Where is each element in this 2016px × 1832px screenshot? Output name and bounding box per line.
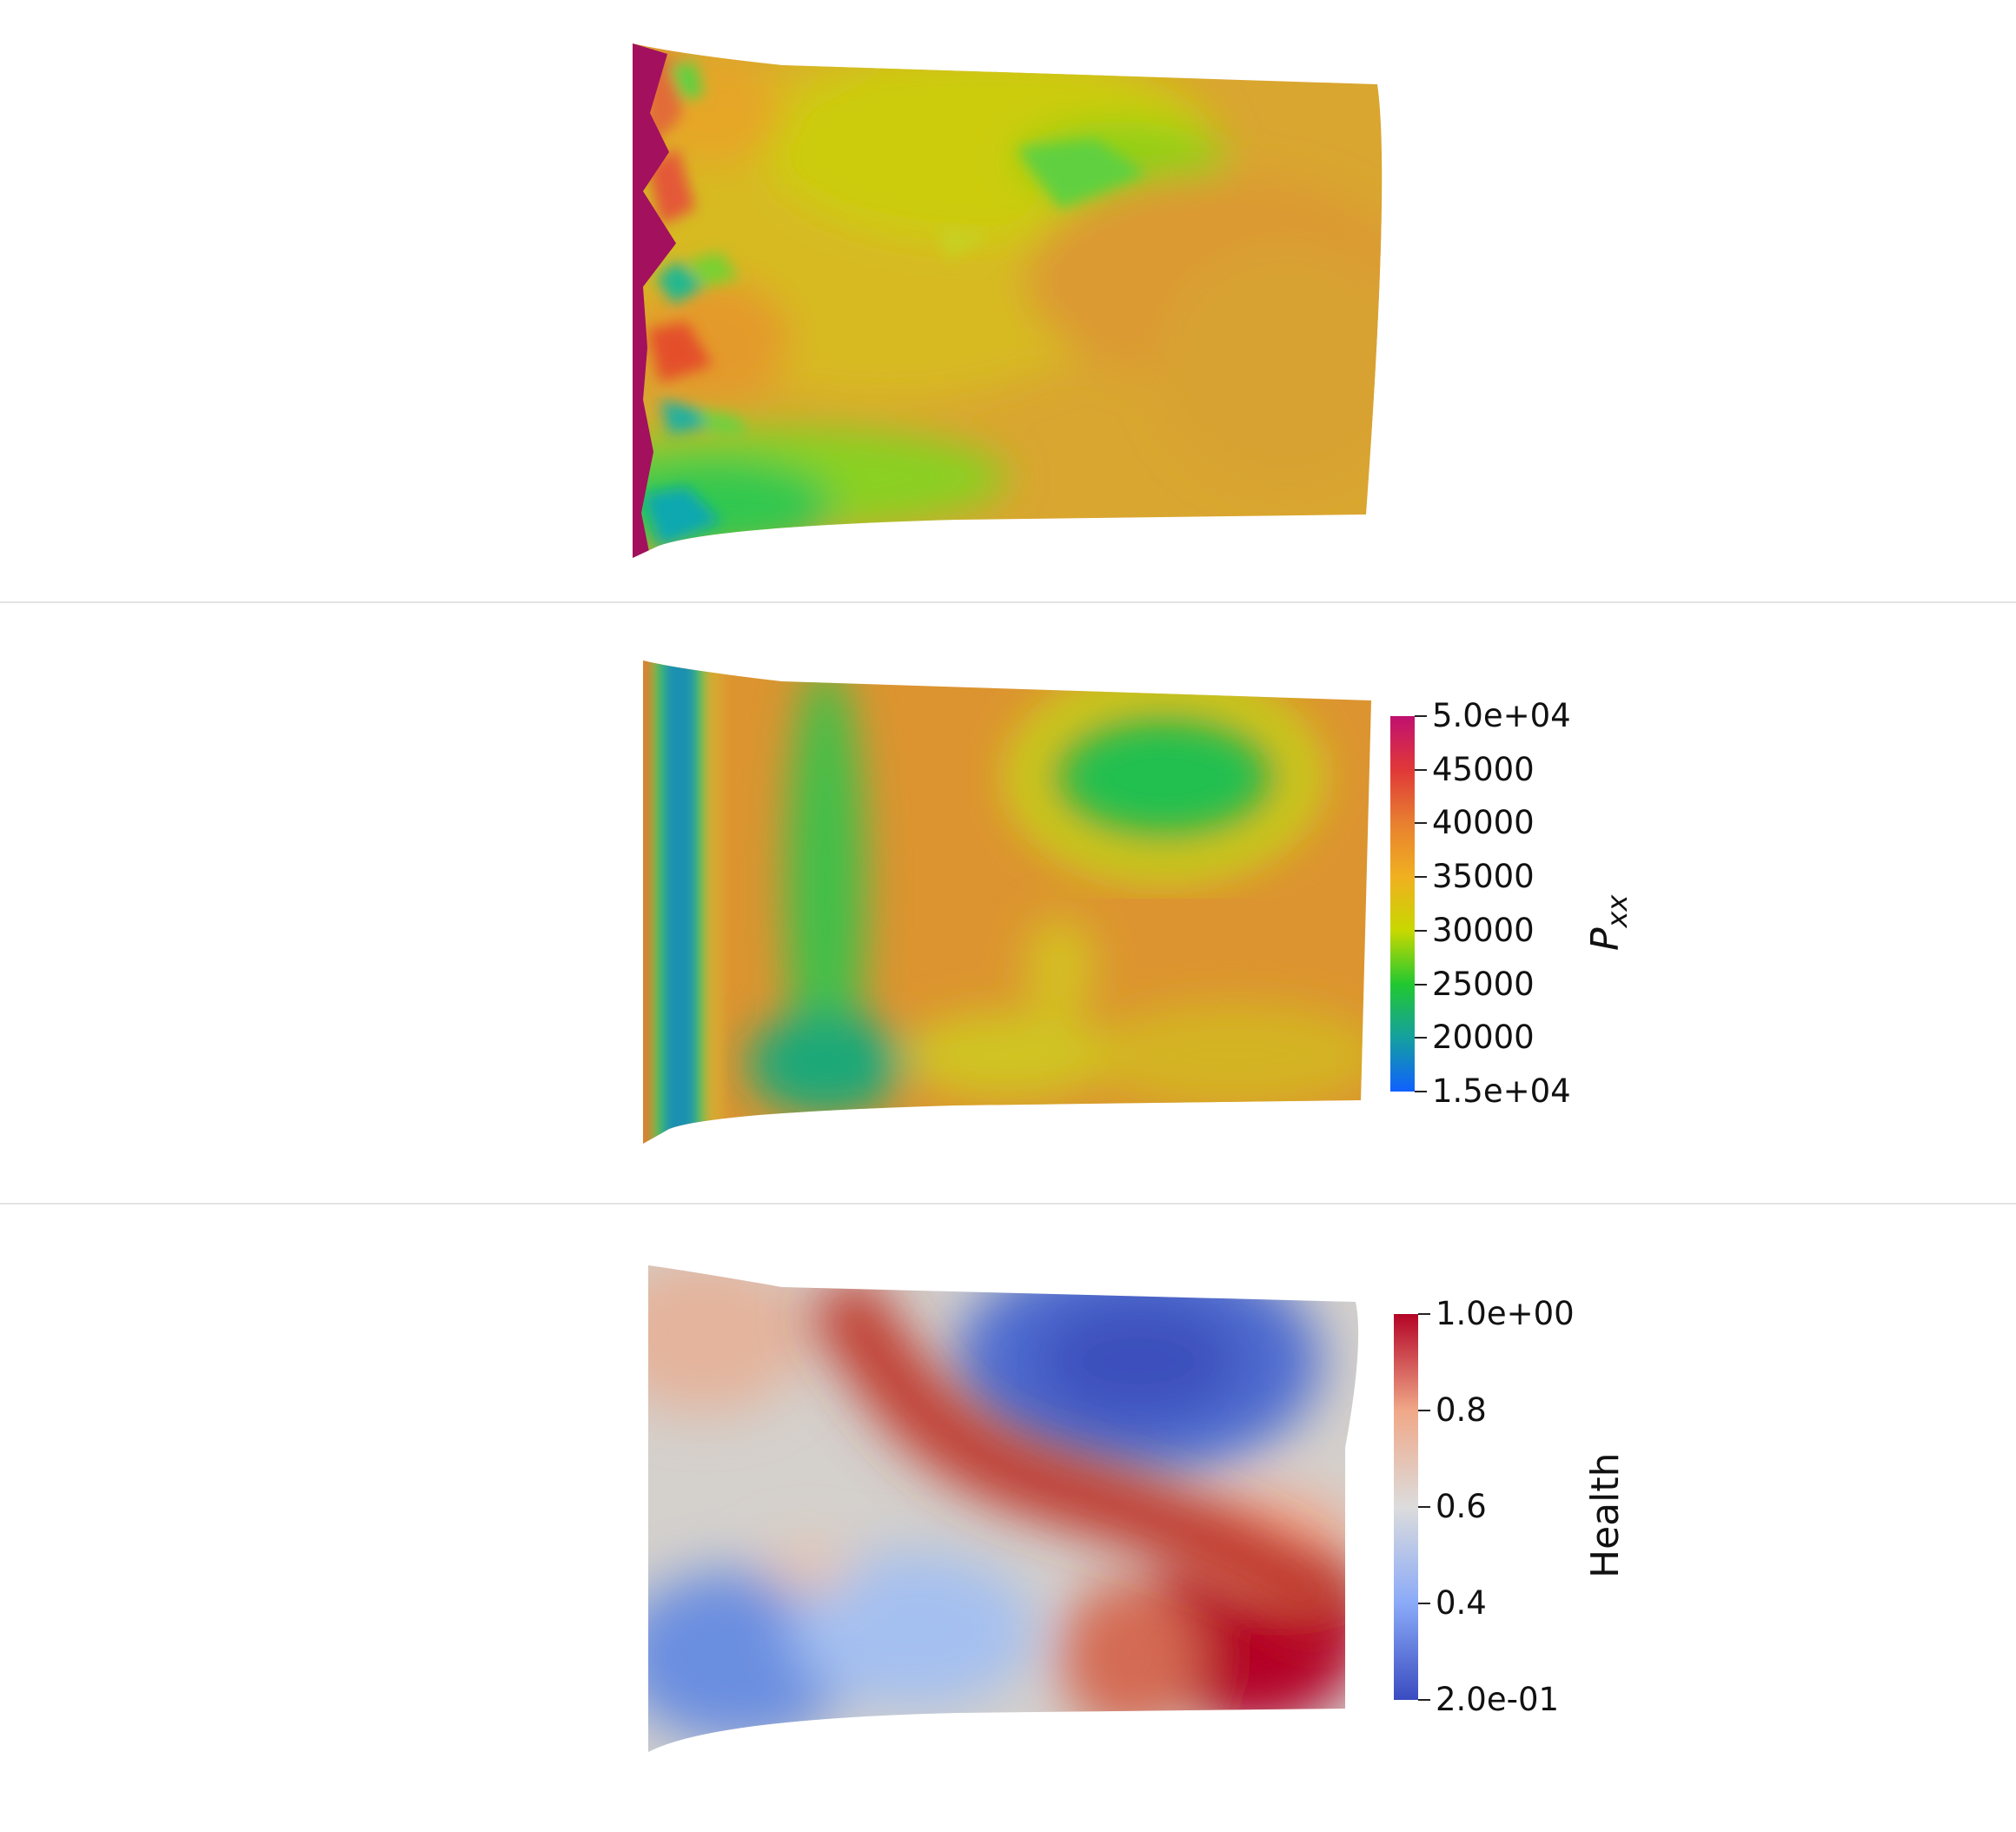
colorbar-gradient: [1394, 1314, 1418, 1700]
colorbar-gradient: [1390, 716, 1415, 1092]
colorbar-title: Pxx: [1583, 895, 1634, 951]
colorbar-tick: [1418, 1603, 1430, 1604]
colorbar-tick: [1418, 1410, 1430, 1411]
colorbar-tick-label: 25000: [1432, 965, 1535, 1003]
divider-2: [0, 1203, 2016, 1205]
colorbar-tick: [1415, 715, 1427, 717]
colorbar-tick-label: 5.0e+04: [1432, 697, 1571, 734]
colorbar-tick-label: 20000: [1432, 1019, 1535, 1057]
divider-1: [0, 601, 2016, 603]
colorbar-tick-label: 0.8: [1436, 1391, 1487, 1429]
colorbar-tick-label: 1.0e+00: [1436, 1295, 1575, 1332]
panel-bottom-field: 1.0e+00 0.8 0.6 0.4 2.0e-01 Health: [0, 1205, 2016, 1832]
panel-top-field: [0, 0, 2016, 600]
colorbar-tick-label: 40000: [1432, 804, 1535, 842]
colorbar-tick-label: 2.0e-01: [1436, 1681, 1560, 1718]
colorbar-tick-label: 45000: [1432, 750, 1535, 788]
colorbar-tick: [1415, 1091, 1427, 1092]
colorbar-tick: [1415, 929, 1427, 932]
colorbar-tick-label: 0.6: [1436, 1488, 1487, 1525]
colorbar-tick-label: 0.4: [1436, 1584, 1487, 1622]
colorbar-tick-label: 35000: [1432, 858, 1535, 896]
colorbar-tick: [1418, 1699, 1430, 1701]
colorbar-tick: [1418, 1313, 1430, 1315]
colorbar-tick: [1415, 822, 1427, 825]
colorbar-tick: [1415, 983, 1427, 986]
colorbar-title-main: P: [1583, 927, 1628, 951]
panel-middle-field: 5.0e+04 45000 40000 35000 30000 25000 20000 1.5…: [0, 603, 2016, 1203]
colorbar-tick: [1415, 768, 1427, 771]
field-plot-bottom: [648, 1265, 1359, 1752]
colorbar-tick-label: 30000: [1432, 911, 1535, 949]
colorbar-title: Health: [1583, 1452, 1628, 1578]
colorbar-tick-label: 1.5e+04: [1432, 1072, 1571, 1110]
colorbar-tick: [1415, 876, 1427, 879]
field-plot-top: [633, 43, 1383, 558]
colorbar-tick: [1418, 1506, 1430, 1508]
colorbar-title-subscript: xx: [1600, 894, 1634, 928]
colorbar-tick: [1415, 1037, 1427, 1039]
field-plot-middle: [643, 660, 1371, 1144]
